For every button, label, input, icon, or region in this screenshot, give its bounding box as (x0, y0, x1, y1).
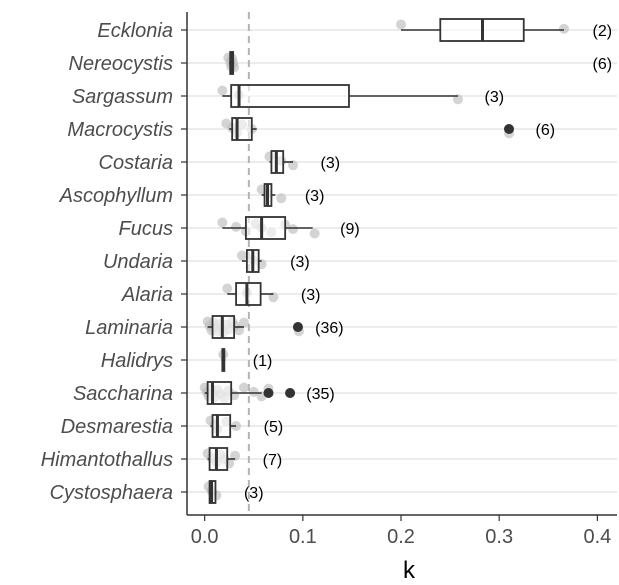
genus-label: Halidrys (101, 350, 173, 372)
axis-layer: 0.0 0.1 0.2 0.3 0.4 (186, 12, 617, 548)
jitter-point (217, 85, 228, 96)
count-label: (3) (301, 287, 321, 304)
jitter-point (238, 317, 249, 328)
genus-label: Sargassum (72, 86, 173, 108)
genus-label: Himantothallus (41, 449, 173, 471)
outlier-point (285, 388, 296, 398)
jitter-point (248, 386, 259, 397)
box-iqr (245, 216, 287, 240)
count-label: (2) (592, 23, 612, 40)
outlier-point (292, 322, 303, 332)
genus-label: Ecklonia (97, 20, 173, 42)
jitter-point (276, 193, 287, 204)
count-label: (3) (290, 254, 310, 271)
genus-label: Alaria (121, 284, 173, 306)
jitter-point (288, 224, 299, 235)
x-tick-label: 0.4 (583, 526, 611, 548)
count-label: (1) (253, 353, 273, 370)
genus-label: Fucus (119, 218, 173, 240)
genus-label: Undaria (103, 251, 173, 273)
x-tick-label: 0.0 (191, 526, 219, 548)
jitter-point (217, 217, 228, 228)
boxes-layer (204, 18, 564, 504)
outlier-point (504, 124, 515, 134)
genus-label: Desmarestia (61, 416, 173, 438)
count-label: (36) (315, 320, 343, 337)
box-iqr (231, 117, 253, 141)
box-iqr (230, 84, 350, 108)
jitter-point (396, 19, 407, 30)
genus-label: Nereocystis (69, 53, 173, 75)
jitter-point (222, 283, 233, 294)
genus-label: Laminaria (85, 317, 173, 339)
count-label: (6) (592, 56, 612, 73)
genus-label: Cystosphaera (50, 482, 173, 504)
genus-label: Costaria (99, 152, 173, 174)
outlier-point (263, 388, 274, 398)
jitter-point (452, 94, 463, 105)
x-axis-title: k (403, 557, 416, 584)
count-label: (3) (305, 188, 325, 205)
count-label: (5) (264, 419, 284, 436)
count-label: (9) (340, 221, 360, 238)
genus-label: Ascophyllum (59, 185, 173, 207)
count-label: (6) (536, 122, 556, 139)
jitter-point (558, 23, 569, 34)
count-label: (35) (306, 386, 334, 403)
jitter-point (309, 228, 320, 239)
jitter-point (231, 221, 242, 232)
jitter-point (238, 382, 249, 393)
x-tick-label: 0.3 (485, 526, 513, 548)
genus-label: Macrocystis (67, 119, 173, 141)
labels-layer: Ecklonia (2) Nereocystis (6) Sargassum (3) Mac… (41, 20, 612, 504)
x-tick-label: 0.2 (387, 526, 415, 548)
box-iqr (211, 414, 232, 438)
count-label: (3) (485, 89, 505, 106)
count-label: (7) (263, 452, 283, 469)
box-iqr (208, 447, 229, 471)
genus-label: Saccharina (73, 383, 173, 405)
count-label: (3) (244, 485, 264, 502)
x-tick-label: 0.1 (289, 526, 317, 548)
jitter-point (236, 250, 247, 261)
count-label: (3) (321, 155, 341, 172)
